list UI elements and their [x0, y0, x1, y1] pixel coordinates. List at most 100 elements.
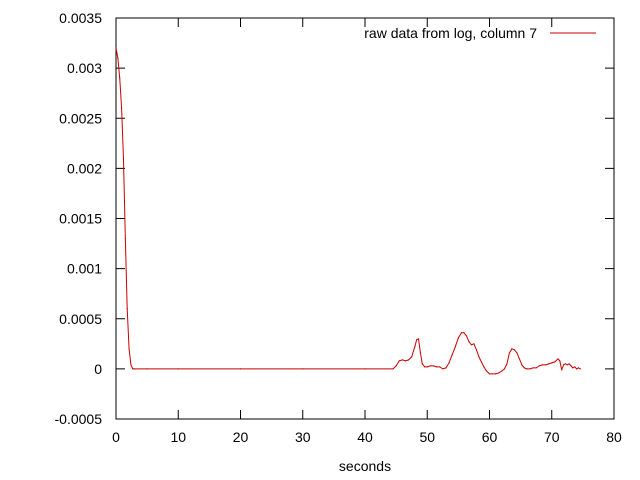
data-point [463, 332, 465, 334]
y-tick-label: 0.0015 [59, 211, 102, 227]
data-point [460, 332, 463, 334]
data-point [417, 338, 420, 340]
data-point [579, 368, 581, 370]
data-point [421, 363, 423, 365]
x-tick-label: 0 [112, 429, 120, 445]
data-point [426, 366, 428, 368]
data-point [526, 368, 528, 370]
data-point [465, 335, 468, 337]
data-point [470, 344, 473, 346]
data-point [485, 370, 487, 372]
data-point [432, 365, 435, 367]
data-point [146, 368, 148, 370]
data-point [239, 368, 242, 370]
y-tick-label: 0.003 [67, 60, 102, 76]
data-point [115, 47, 117, 49]
data-point [561, 369, 563, 371]
data-point [535, 367, 537, 369]
data-point [521, 364, 523, 366]
data-point [495, 373, 497, 375]
data-point [302, 368, 304, 370]
data-point [568, 363, 570, 365]
data-point [457, 337, 459, 339]
data-point [475, 349, 478, 351]
data-point [577, 367, 580, 369]
y-tick-label: -0.0005 [55, 411, 103, 427]
data-point [480, 361, 483, 363]
x-tick-label: 20 [233, 429, 249, 445]
data-point [483, 366, 485, 368]
data-point [559, 360, 561, 362]
data-point [572, 367, 574, 369]
data-point [134, 368, 136, 370]
y-tick-label: 0.0005 [59, 311, 102, 327]
data-point [429, 365, 431, 367]
data-point [557, 358, 559, 360]
data-point [523, 367, 525, 369]
data-point [419, 352, 421, 354]
data-point [122, 157, 125, 159]
data-point [554, 361, 556, 363]
data-point [364, 368, 366, 370]
data-point [416, 339, 418, 341]
data-point [445, 367, 447, 369]
series-layer [115, 47, 581, 375]
y-tick-label: 0.0025 [59, 110, 102, 126]
data-point [529, 368, 531, 370]
data-point [532, 367, 534, 369]
data-point [128, 348, 130, 350]
data-point [117, 57, 119, 59]
plot-frame [115, 17, 615, 420]
data-point [498, 372, 500, 374]
data-point [424, 366, 426, 368]
data-point [566, 364, 568, 366]
y-tick-label: 0.002 [67, 160, 102, 176]
data-point [551, 362, 553, 364]
data-point [398, 360, 400, 362]
data-point [570, 365, 572, 367]
data-point [439, 366, 441, 368]
data-point [473, 343, 475, 345]
data-point [124, 237, 126, 240]
y-tick-label: 0 [94, 361, 102, 377]
data-point [576, 368, 578, 370]
y-ticks: -0.0005 0 0.0005 0.001 0.0015 0.002 0.0025 0.00… [55, 10, 614, 427]
x-tick-label: 80 [606, 429, 622, 445]
data-point [541, 364, 544, 366]
data-point [544, 364, 547, 366]
data-point [448, 362, 450, 364]
legend-label: raw data from log, column 7 [364, 25, 537, 41]
data-point [518, 358, 520, 360]
data-point [177, 368, 179, 370]
x-tick-label: 40 [357, 429, 373, 445]
x-tick-label: 10 [170, 429, 186, 445]
data-point [503, 368, 506, 370]
data-point [435, 366, 438, 368]
data-point [119, 77, 121, 79]
data-point [454, 346, 456, 348]
series-line [115, 47, 581, 375]
x-tick-label: 70 [544, 429, 560, 445]
data-point [574, 366, 576, 368]
data-point [468, 341, 470, 343]
data-point [392, 368, 394, 370]
y-tick-label: 0.001 [67, 261, 102, 277]
data-point [564, 363, 567, 365]
data-point [126, 308, 128, 310]
x-axis-title: seconds [339, 458, 391, 474]
data-point [516, 352, 518, 354]
data-point [548, 363, 550, 365]
data-point [411, 356, 413, 358]
data-point [488, 373, 491, 375]
data-point [451, 354, 453, 356]
data-point [508, 352, 511, 354]
data-point [121, 107, 123, 109]
data-point [401, 359, 403, 361]
data-point [506, 363, 508, 365]
x-tick-label: 60 [482, 429, 498, 445]
data-point [395, 365, 397, 367]
data-point [511, 348, 513, 350]
data-point [407, 359, 410, 361]
data-point [132, 368, 134, 370]
